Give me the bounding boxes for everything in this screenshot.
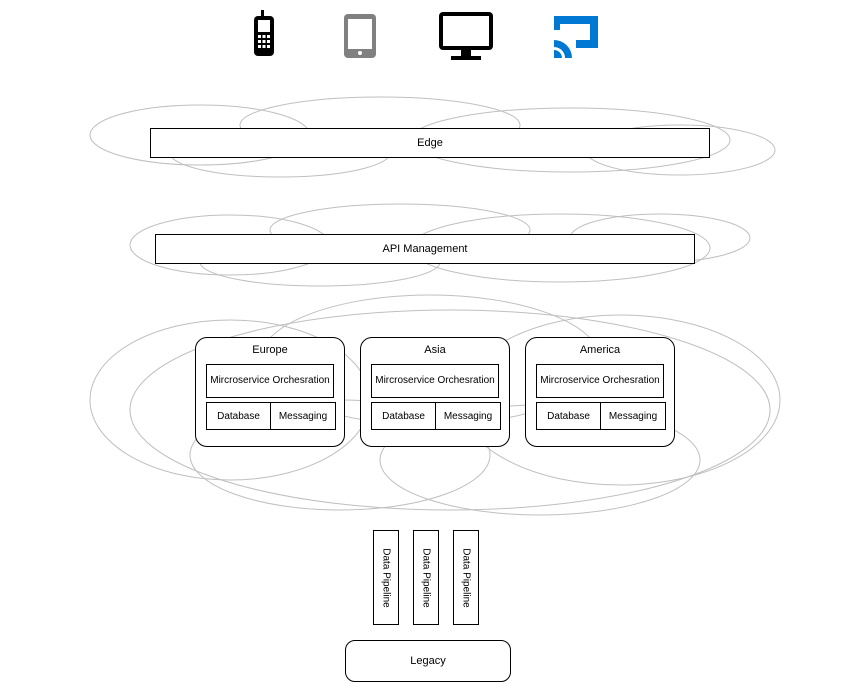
messaging-box: Messaging (271, 402, 336, 430)
region-america: America Mircroservice Orchesration Databas… (525, 337, 675, 447)
region-europe: Europe Mircroservice Orchesration Database… (195, 337, 345, 447)
desktop-icon (437, 10, 495, 62)
pipeline-label: Data Pipeline (381, 548, 392, 607)
device-icon-row (0, 10, 850, 62)
messaging-box: Messaging (601, 402, 666, 430)
database-box: Database (536, 402, 601, 430)
edge-layer-box: Edge (150, 128, 710, 158)
database-box: Database (371, 402, 436, 430)
data-pipeline-3: Data Pipeline (453, 530, 479, 625)
region-title: Europe (196, 338, 344, 356)
tablet-icon (338, 10, 382, 62)
orchestration-box: Mircroservice Orchesration (371, 364, 499, 398)
cast-icon (550, 10, 606, 62)
messaging-box: Messaging (436, 402, 501, 430)
region-title: America (526, 338, 674, 356)
region-asia: Asia Mircroservice Orchesration DatabaseMe… (360, 337, 510, 447)
orchestration-box: Mircroservice Orchesration (536, 364, 664, 398)
api-label: API Management (383, 243, 468, 255)
data-pipeline-2: Data Pipeline (413, 530, 439, 625)
edge-label: Edge (417, 137, 443, 149)
feature-phone-icon (245, 10, 283, 62)
data-pipeline-1: Data Pipeline (373, 530, 399, 625)
legacy-label: Legacy (410, 655, 445, 667)
pipeline-label: Data Pipeline (461, 548, 472, 607)
region-title: Asia (361, 338, 509, 356)
database-box: Database (206, 402, 271, 430)
api-layer-box: API Management (155, 234, 695, 264)
legacy-box: Legacy (345, 640, 511, 682)
pipeline-label: Data Pipeline (421, 548, 432, 607)
orchestration-box: Mircroservice Orchesration (206, 364, 334, 398)
